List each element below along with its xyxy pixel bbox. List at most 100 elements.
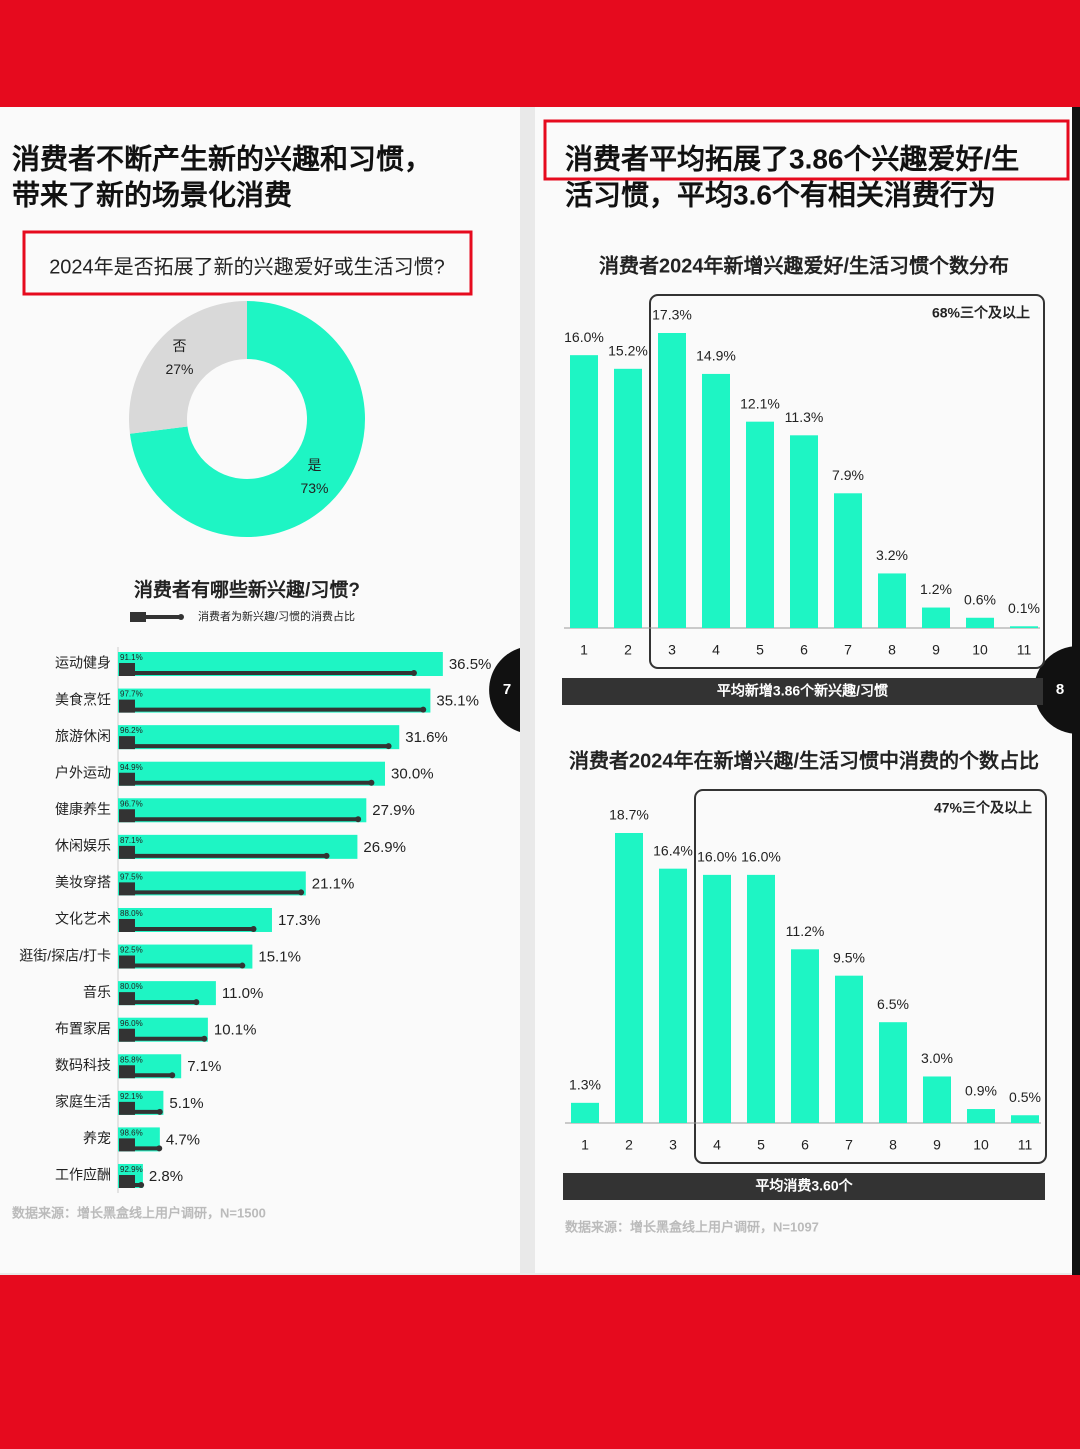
x-tick-label: 9: [933, 1137, 941, 1153]
value-label: 6.5%: [877, 996, 909, 1012]
share-label: 91.1%: [120, 653, 143, 662]
category-label: 户外运动: [55, 764, 111, 780]
x-tick-label: 1: [581, 1137, 589, 1153]
chart-subtitle: 消费者有哪些新兴趣/习惯?: [134, 578, 360, 601]
value-label: 10.1%: [214, 1022, 257, 1039]
value-label: 0.1%: [1008, 600, 1040, 616]
share-bar-end: [156, 1108, 163, 1115]
x-tick-label: 8: [889, 1137, 897, 1153]
bar: [791, 949, 819, 1123]
category-label: 旅游休闲: [55, 728, 111, 744]
share-label: 92.1%: [120, 1092, 143, 1101]
value-label: 0.6%: [964, 591, 996, 607]
bar: [747, 874, 775, 1123]
bar: [615, 833, 643, 1123]
value-label: 3.0%: [921, 1050, 953, 1066]
value-label: 35.1%: [436, 693, 479, 710]
footer-bar: [563, 1173, 1045, 1200]
share-label: 96.2%: [120, 726, 143, 735]
value-label: 21.1%: [312, 875, 355, 892]
bar: [746, 421, 774, 628]
category-label: 文化艺术: [55, 911, 111, 927]
bar: [967, 1109, 995, 1123]
category-label: 音乐: [83, 984, 111, 1000]
value-label: 7.9%: [832, 467, 864, 483]
x-tick-label: 8: [888, 642, 896, 658]
value-label: 4.7%: [166, 1131, 200, 1148]
x-tick-label: 6: [801, 1137, 809, 1153]
value-label: 11.0%: [222, 985, 263, 1002]
share-label: 97.7%: [120, 690, 143, 699]
share-bar: [119, 882, 302, 896]
legend-label: 消费者为新兴趣/习惯的消费占比: [198, 609, 355, 623]
bar: [790, 435, 818, 628]
page-title: 消费者不断产生新的兴趣和习惯，: [12, 142, 432, 174]
share-bar: [119, 1101, 160, 1115]
value-label: 17.3%: [278, 912, 321, 929]
value-label: 16.4%: [653, 842, 693, 858]
annotation-label: 47%三个及以上: [934, 800, 1032, 816]
annotation-label: 68%三个及以上: [932, 305, 1030, 321]
value-label: 17.3%: [652, 307, 692, 323]
bar: [702, 373, 730, 628]
value-label: 31.6%: [405, 729, 448, 746]
category-label: 家庭生活: [55, 1094, 111, 1110]
x-tick-label: 5: [757, 1137, 765, 1153]
value-label: 12.1%: [740, 395, 780, 411]
share-bar-end: [420, 706, 427, 713]
segment-value: 27%: [165, 361, 193, 377]
bar: [966, 617, 994, 628]
x-tick-label: 4: [712, 642, 720, 658]
share-label: 92.9%: [120, 1165, 143, 1174]
share-bar: [119, 918, 254, 932]
value-label: 15.2%: [608, 343, 648, 359]
bar: [1010, 626, 1038, 628]
page-title: 活习惯，平均3.6个有相关消费行为: [565, 178, 996, 210]
share-label: 80.0%: [120, 982, 143, 991]
source: 数据来源：增长黑盒线上用户调研，N=1097: [565, 1219, 819, 1234]
x-tick-label: 7: [844, 642, 852, 658]
value-label: 9.5%: [833, 949, 865, 965]
value-label: 26.9%: [363, 839, 406, 856]
value-label: 16.0%: [697, 849, 737, 865]
x-tick-label: 7: [845, 1137, 853, 1153]
category-label: 养宠: [83, 1130, 111, 1146]
value-label: 11.2%: [786, 923, 825, 939]
footer-label: 平均新增3.86个新兴趣/习惯: [717, 683, 888, 699]
value-label: 1.3%: [569, 1077, 601, 1093]
value-label: 0.5%: [1009, 1089, 1041, 1105]
share-bar: [119, 663, 414, 676]
share-bar-end: [250, 925, 257, 932]
share-bar: [119, 955, 243, 969]
category-label: 美妆穿搭: [55, 874, 111, 890]
share-bar: [119, 1174, 142, 1188]
category-label: 工作应酬: [55, 1167, 111, 1183]
page-number: 7: [503, 681, 511, 698]
share-bar-end: [298, 889, 305, 896]
share-label: 94.9%: [120, 763, 143, 772]
donut-segment: [129, 301, 365, 537]
bar: [922, 607, 950, 628]
highlight-box: [22, 230, 473, 296]
category-label: 数码科技: [55, 1057, 111, 1073]
value-label: 2.8%: [149, 1168, 183, 1185]
source: 数据来源：增长黑盒线上用户调研，N=1500: [12, 1205, 266, 1220]
share-bar-end: [156, 1145, 163, 1152]
share-label: 85.8%: [120, 1055, 143, 1064]
value-label: 7.1%: [187, 1058, 221, 1075]
share-bar: [119, 1138, 160, 1152]
share-bar: [119, 992, 197, 1006]
legend-icon: [178, 614, 184, 620]
page-tab: [1034, 646, 1078, 734]
value-label: 14.9%: [696, 348, 736, 364]
chart-title: 消费者2024年新增兴趣爱好/生活习惯个数分布: [599, 253, 1009, 277]
bar: [878, 573, 906, 628]
bar: [835, 975, 863, 1123]
value-label: 0.9%: [965, 1083, 997, 1099]
bar: [658, 333, 686, 628]
x-tick-label: 10: [972, 642, 988, 658]
value-label: 16.0%: [564, 329, 604, 345]
share-bar-end: [193, 999, 200, 1006]
category-label: 健康养生: [55, 801, 111, 817]
